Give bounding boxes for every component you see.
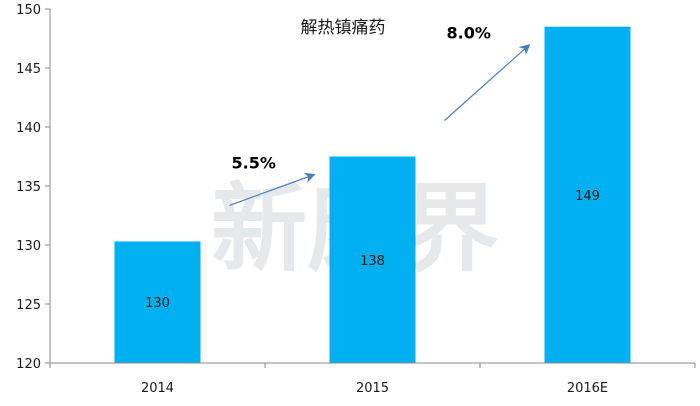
- x-category-label: 2014: [141, 381, 174, 396]
- bars: 130 138 149: [114, 26, 631, 363]
- x-axis: 2014 2015 2016E: [49, 362, 696, 396]
- growth-label: 5.5%: [232, 154, 276, 173]
- growth-annotations: 5.5% 8.0%: [229, 24, 531, 207]
- x-category-label: 2016E: [567, 381, 608, 396]
- y-tick-label: 145: [16, 62, 41, 77]
- y-tick-label: 140: [16, 121, 41, 136]
- bar: [544, 26, 631, 363]
- growth-label: 8.0%: [447, 24, 491, 43]
- bar: [329, 156, 416, 363]
- y-tick-label: 135: [16, 180, 41, 195]
- growth-arrow: [229, 172, 316, 207]
- y-tick-label: 130: [16, 239, 41, 254]
- y-tick-label: 150: [16, 3, 41, 18]
- x-category-label: 2015: [356, 381, 389, 396]
- growth-arrow: [444, 43, 531, 121]
- bar-value-label: 130: [145, 296, 170, 311]
- bar-value-label: 149: [575, 189, 600, 204]
- y-tick-label: 120: [16, 357, 41, 372]
- chart-title: 解热镇痛药: [301, 18, 386, 38]
- y-axis: 120 125 130 135 140 145 150: [16, 3, 51, 372]
- bar-value-label: 138: [360, 254, 385, 269]
- y-tick-label: 125: [16, 298, 41, 313]
- bar: [114, 241, 201, 363]
